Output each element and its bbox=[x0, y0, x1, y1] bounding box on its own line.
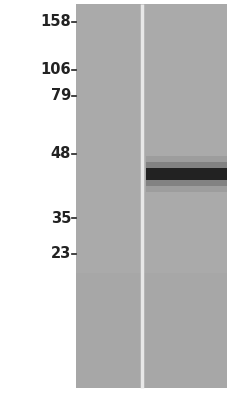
Text: 23: 23 bbox=[51, 246, 71, 262]
Bar bbox=[145, 168, 227, 180]
Bar bbox=[76, 4, 227, 388]
Bar bbox=[145, 156, 227, 192]
Text: 48: 48 bbox=[51, 146, 71, 162]
Text: 106: 106 bbox=[40, 62, 71, 78]
Text: 35: 35 bbox=[51, 210, 71, 226]
Text: 158: 158 bbox=[40, 14, 71, 30]
Text: 79: 79 bbox=[51, 88, 71, 104]
Bar bbox=[145, 162, 227, 186]
Bar bbox=[76, 273, 227, 388]
